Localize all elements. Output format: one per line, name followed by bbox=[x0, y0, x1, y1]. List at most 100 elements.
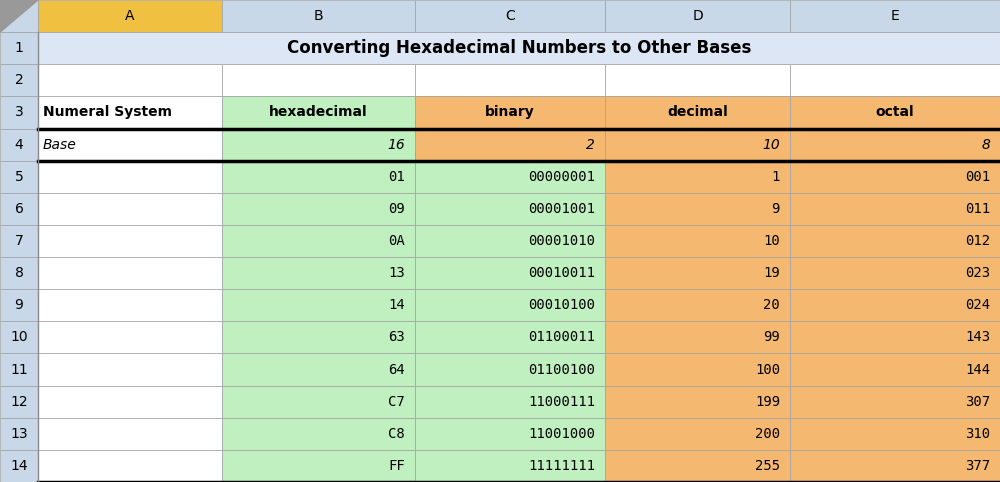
Text: 11111111: 11111111 bbox=[528, 459, 595, 473]
Text: 00001010: 00001010 bbox=[528, 234, 595, 248]
Bar bbox=[0, 96, 38, 129]
Text: 99: 99 bbox=[763, 330, 780, 345]
Bar bbox=[38, 129, 222, 161]
Bar bbox=[790, 353, 1000, 386]
Text: 100: 100 bbox=[755, 362, 780, 376]
Text: 1: 1 bbox=[15, 41, 23, 55]
Bar bbox=[605, 193, 790, 225]
Text: 11001000: 11001000 bbox=[528, 427, 595, 441]
Bar bbox=[415, 0, 605, 32]
Text: 199: 199 bbox=[755, 395, 780, 409]
Bar bbox=[415, 193, 605, 225]
Polygon shape bbox=[0, 0, 38, 32]
Bar bbox=[605, 386, 790, 418]
Bar bbox=[222, 161, 415, 193]
Bar bbox=[0, 450, 38, 482]
Text: D: D bbox=[692, 9, 703, 23]
Text: 64: 64 bbox=[388, 362, 405, 376]
Bar bbox=[222, 64, 415, 96]
Bar bbox=[222, 257, 415, 289]
Text: 024: 024 bbox=[965, 298, 990, 312]
Bar bbox=[0, 386, 38, 418]
Bar bbox=[0, 161, 38, 193]
Bar bbox=[790, 289, 1000, 321]
Bar bbox=[790, 450, 1000, 482]
Text: 3: 3 bbox=[15, 106, 23, 120]
Bar bbox=[0, 321, 38, 353]
Bar bbox=[415, 129, 605, 161]
Text: 307: 307 bbox=[965, 395, 990, 409]
Bar bbox=[222, 386, 415, 418]
Bar bbox=[0, 32, 38, 64]
Text: 09: 09 bbox=[388, 202, 405, 216]
Bar bbox=[0, 418, 38, 450]
Text: 11000111: 11000111 bbox=[528, 395, 595, 409]
Text: 14: 14 bbox=[388, 298, 405, 312]
Text: 00010011: 00010011 bbox=[528, 266, 595, 280]
Bar bbox=[0, 257, 38, 289]
Bar bbox=[0, 193, 38, 225]
Text: 9: 9 bbox=[15, 298, 23, 312]
Text: 01100011: 01100011 bbox=[528, 330, 595, 345]
Text: 5: 5 bbox=[15, 170, 23, 184]
Text: B: B bbox=[314, 9, 323, 23]
Bar bbox=[415, 418, 605, 450]
Text: A: A bbox=[125, 9, 135, 23]
Bar bbox=[38, 353, 222, 386]
Text: 8: 8 bbox=[981, 137, 990, 152]
Text: 7: 7 bbox=[15, 234, 23, 248]
Text: 023: 023 bbox=[965, 266, 990, 280]
Text: 310: 310 bbox=[965, 427, 990, 441]
Bar bbox=[790, 193, 1000, 225]
Bar bbox=[0, 289, 38, 321]
Text: 13: 13 bbox=[388, 266, 405, 280]
Bar bbox=[790, 96, 1000, 129]
Bar bbox=[605, 96, 790, 129]
Bar bbox=[790, 161, 1000, 193]
Text: 63: 63 bbox=[388, 330, 405, 345]
Bar bbox=[605, 225, 790, 257]
Bar bbox=[222, 321, 415, 353]
Text: 2: 2 bbox=[586, 137, 595, 152]
Text: C: C bbox=[505, 9, 515, 23]
Bar bbox=[605, 450, 790, 482]
Bar bbox=[415, 386, 605, 418]
Text: 00010100: 00010100 bbox=[528, 298, 595, 312]
Bar bbox=[605, 64, 790, 96]
Text: 12: 12 bbox=[10, 395, 28, 409]
Bar bbox=[0, 129, 38, 161]
Text: C7: C7 bbox=[388, 395, 405, 409]
Bar bbox=[415, 225, 605, 257]
Bar bbox=[222, 129, 415, 161]
Bar bbox=[415, 450, 605, 482]
Bar bbox=[790, 64, 1000, 96]
Text: 10: 10 bbox=[763, 234, 780, 248]
Text: FF: FF bbox=[388, 459, 405, 473]
Text: 10: 10 bbox=[762, 137, 780, 152]
Text: 6: 6 bbox=[15, 202, 23, 216]
Text: 19: 19 bbox=[763, 266, 780, 280]
Bar bbox=[38, 96, 222, 129]
Bar bbox=[38, 386, 222, 418]
Text: 255: 255 bbox=[755, 459, 780, 473]
Bar bbox=[222, 289, 415, 321]
Text: 144: 144 bbox=[965, 362, 990, 376]
Bar bbox=[0, 0, 38, 32]
Bar bbox=[222, 193, 415, 225]
Text: 012: 012 bbox=[965, 234, 990, 248]
Bar bbox=[790, 225, 1000, 257]
Bar bbox=[222, 353, 415, 386]
Text: 00000001: 00000001 bbox=[528, 170, 595, 184]
Text: 01100100: 01100100 bbox=[528, 362, 595, 376]
Bar bbox=[790, 418, 1000, 450]
Text: 1: 1 bbox=[772, 170, 780, 184]
Text: 377: 377 bbox=[965, 459, 990, 473]
Bar bbox=[0, 353, 38, 386]
Bar bbox=[38, 32, 1000, 64]
Bar bbox=[605, 0, 790, 32]
Bar bbox=[38, 0, 222, 32]
Text: 8: 8 bbox=[15, 266, 23, 280]
Bar bbox=[38, 289, 222, 321]
Text: 9: 9 bbox=[772, 202, 780, 216]
Bar bbox=[605, 161, 790, 193]
